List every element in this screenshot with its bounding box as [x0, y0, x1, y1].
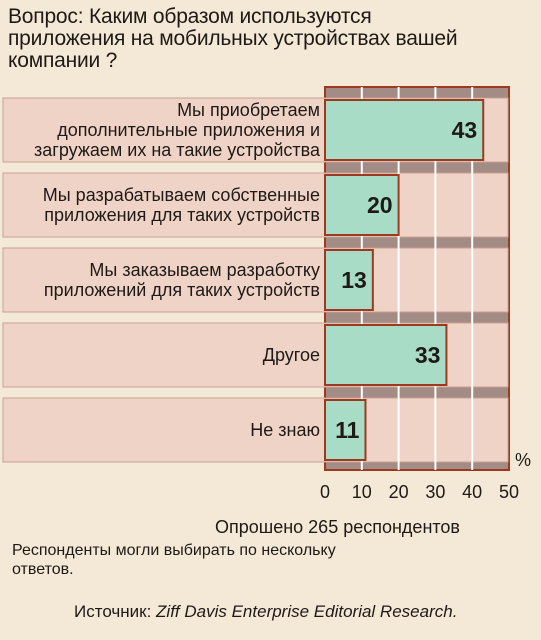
bar-value-label: 13 [341, 267, 367, 293]
category-band [2, 247, 509, 313]
x-tick-label: 20 [389, 482, 409, 502]
bar-value-label: 33 [415, 342, 441, 368]
category-band [2, 397, 509, 463]
x-tick-label: 0 [320, 482, 330, 502]
bar [324, 324, 448, 386]
axis-unit-label: % [515, 450, 531, 470]
bar-value-label: 20 [367, 192, 393, 218]
bar-value-label: 11 [335, 417, 360, 443]
category-label: Не знаю [250, 420, 320, 440]
x-tick-label: 30 [425, 482, 445, 502]
category-label: загружаем их на такие устройства [34, 140, 321, 160]
category-label: Мы заказываем разработку [89, 260, 320, 280]
category-band [2, 172, 509, 238]
x-tick-label: 10 [352, 482, 372, 502]
category-label: Мы приобретаем [177, 100, 320, 120]
bar [324, 249, 374, 311]
respondents-note: Опрошено 265 респондентов [215, 517, 460, 537]
bar [324, 99, 485, 161]
category-label: Другое [263, 345, 320, 365]
bar [324, 399, 367, 461]
category-label: приложений для таких устройств [44, 280, 320, 300]
category-label: приложения для таких устройств [44, 205, 320, 225]
source-prefix: Источник: [74, 602, 157, 621]
bar-value-label: 43 [452, 117, 478, 143]
category-label: дополнительные приложения и [57, 120, 320, 140]
multiple-answers-note: Респонденты могли выбирать по нескольку … [12, 542, 336, 578]
source-note: Источник: Ziff Davis Enterprise Editoria… [74, 602, 457, 621]
chart-title: Вопрос: Каким образом используются прило… [8, 5, 458, 72]
x-tick-label: 40 [462, 482, 482, 502]
category-label: Мы разрабатываем собственные [43, 185, 320, 205]
source-name: Ziff Davis Enterprise Editorial Research… [156, 602, 458, 621]
bar [324, 174, 400, 236]
x-tick-label: 50 [499, 482, 519, 502]
